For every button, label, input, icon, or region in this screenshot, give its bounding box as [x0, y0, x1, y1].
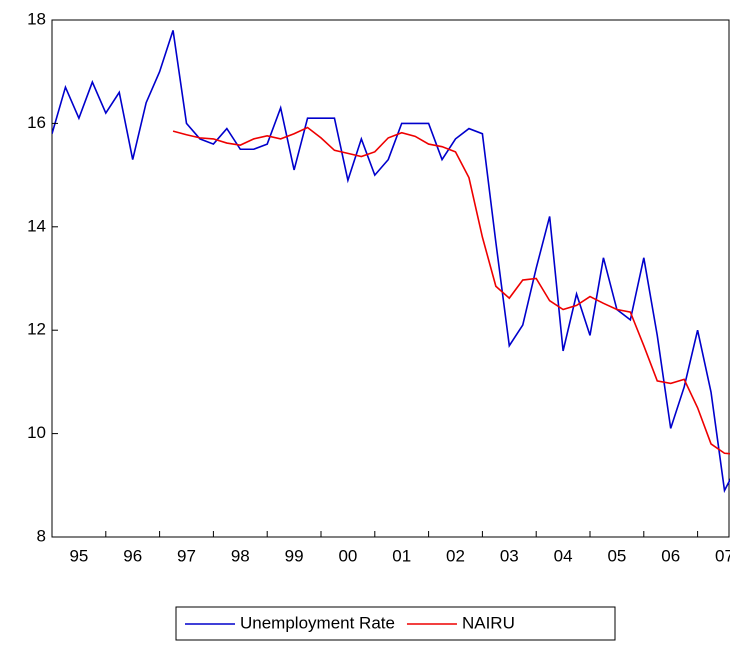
plot-lines — [52, 30, 730, 494]
x-tick-label: 98 — [231, 546, 250, 565]
series-line — [172, 126, 730, 455]
x-tick-label: 07 — [715, 546, 730, 565]
y-tick-label: 12 — [27, 320, 46, 339]
x-tick-label: 06 — [661, 546, 680, 565]
y-tick-label: 10 — [27, 423, 46, 442]
x-tick-label: 01 — [392, 546, 411, 565]
x-tick-label: 02 — [446, 546, 465, 565]
x-tick-label: 00 — [338, 546, 357, 565]
x-tick-label: 95 — [69, 546, 88, 565]
x-tick-label: 96 — [123, 546, 142, 565]
y-tick-label: 16 — [27, 113, 46, 132]
x-tick-label: 03 — [500, 546, 519, 565]
x-tick-label: 04 — [554, 546, 573, 565]
legend-label: NAIRU — [462, 613, 515, 632]
y-tick-label: 14 — [27, 216, 46, 235]
x-tick-label: 97 — [177, 546, 196, 565]
y-tick-label: 8 — [37, 526, 46, 545]
y-tick-label: 18 — [27, 9, 46, 28]
series-line — [52, 30, 730, 494]
x-tick-label: 05 — [607, 546, 626, 565]
x-tick-label: 99 — [285, 546, 304, 565]
plot-frame — [51, 19, 730, 538]
legend-box — [175, 606, 616, 641]
legend-label: Unemployment Rate — [240, 613, 395, 632]
